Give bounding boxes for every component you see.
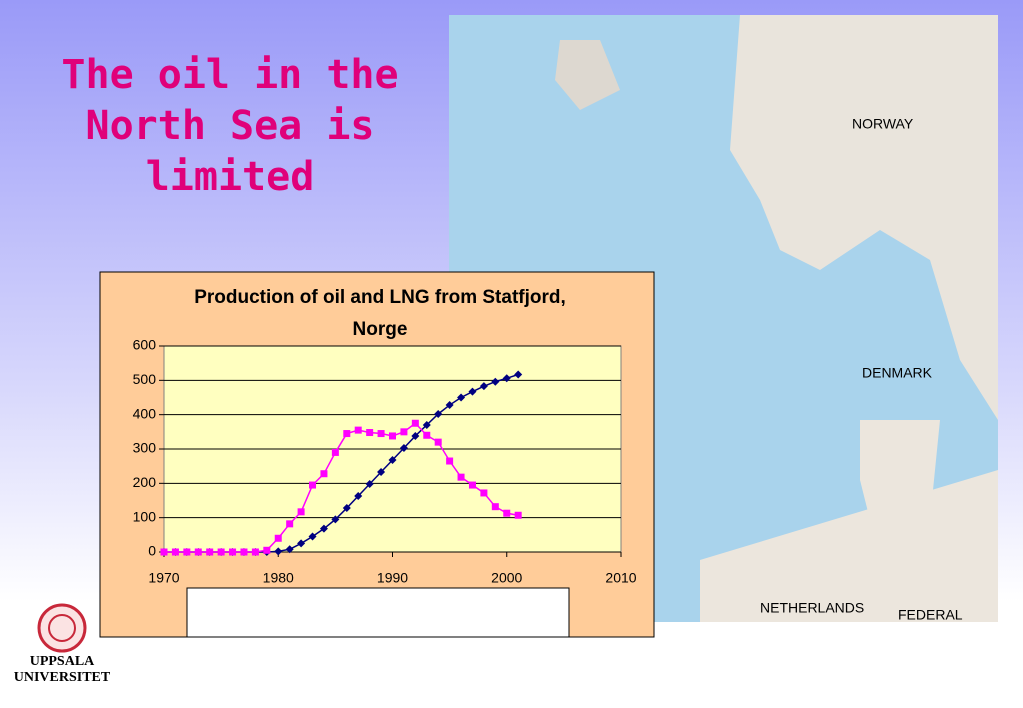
marker	[263, 546, 271, 554]
marker	[308, 532, 317, 541]
marker	[354, 426, 362, 434]
marker	[343, 430, 351, 438]
marker	[354, 492, 363, 501]
marker	[320, 470, 328, 478]
marker	[286, 520, 294, 528]
logo-seal	[48, 614, 76, 642]
marker	[297, 508, 305, 516]
marker	[389, 432, 396, 440]
x-tick-label: 1970	[148, 570, 179, 586]
marker	[366, 429, 374, 437]
y-tick-label: 200	[133, 474, 157, 490]
marker	[342, 504, 351, 513]
marker	[377, 430, 385, 438]
map-label: NORWAY	[852, 116, 914, 132]
chart-title: Production of oil and LNG from Statfjord…	[194, 287, 566, 340]
marker	[319, 524, 328, 533]
logo-text: UNIVERSITET	[14, 670, 111, 685]
marker	[468, 481, 476, 489]
x-tick-label: 1990	[377, 570, 408, 586]
marker	[229, 548, 237, 556]
marker	[411, 431, 420, 440]
y-tick-label: 100	[133, 508, 157, 524]
map-label: DENMARK	[862, 365, 933, 381]
marker	[422, 420, 431, 429]
map-label: NETHERLANDS	[760, 600, 864, 616]
y-tick-label: 400	[133, 405, 157, 421]
map-land	[555, 40, 620, 110]
y-tick-label: 0	[148, 543, 156, 559]
marker	[457, 393, 466, 402]
slide-title: The oil in the North Sea is limited	[61, 52, 399, 200]
marker	[445, 401, 454, 410]
marker	[400, 428, 408, 436]
marker	[491, 503, 499, 511]
marker	[285, 545, 294, 554]
y-tick-label: 500	[133, 371, 157, 387]
marker	[160, 548, 168, 556]
marker	[503, 509, 511, 517]
x-tick-label: 2000	[491, 570, 522, 586]
legend	[186, 587, 570, 638]
marker	[399, 443, 408, 452]
marker	[411, 419, 419, 427]
marker	[377, 468, 386, 477]
logo-seal	[37, 603, 87, 653]
marker	[331, 515, 340, 524]
marker	[446, 457, 454, 465]
marker	[434, 438, 442, 446]
marker	[468, 387, 477, 396]
marker	[240, 548, 248, 556]
marker	[331, 448, 339, 456]
marker	[423, 431, 431, 439]
map-land	[700, 470, 998, 622]
marker	[217, 548, 225, 556]
marker	[480, 489, 488, 497]
marker	[309, 481, 317, 489]
marker	[502, 374, 511, 383]
map-land	[730, 15, 998, 420]
x-tick-label: 1980	[263, 570, 294, 586]
y-tick-label: 600	[133, 337, 157, 353]
marker	[514, 370, 523, 379]
marker	[434, 409, 443, 418]
marker	[297, 539, 306, 548]
marker	[457, 473, 465, 481]
marker	[171, 548, 179, 556]
map-label: FEDERAL	[898, 607, 963, 623]
marker	[365, 480, 374, 489]
marker	[251, 548, 259, 556]
marker	[194, 548, 202, 556]
marker	[388, 455, 397, 464]
marker	[183, 548, 191, 556]
marker	[491, 377, 500, 386]
marker	[274, 534, 282, 542]
marker	[274, 547, 283, 556]
logo-text: UPPSALA	[30, 654, 95, 669]
x-tick-label: 2010	[605, 570, 636, 586]
marker	[479, 382, 488, 391]
marker	[206, 548, 214, 556]
y-tick-label: 300	[133, 440, 157, 456]
marker	[514, 511, 522, 519]
